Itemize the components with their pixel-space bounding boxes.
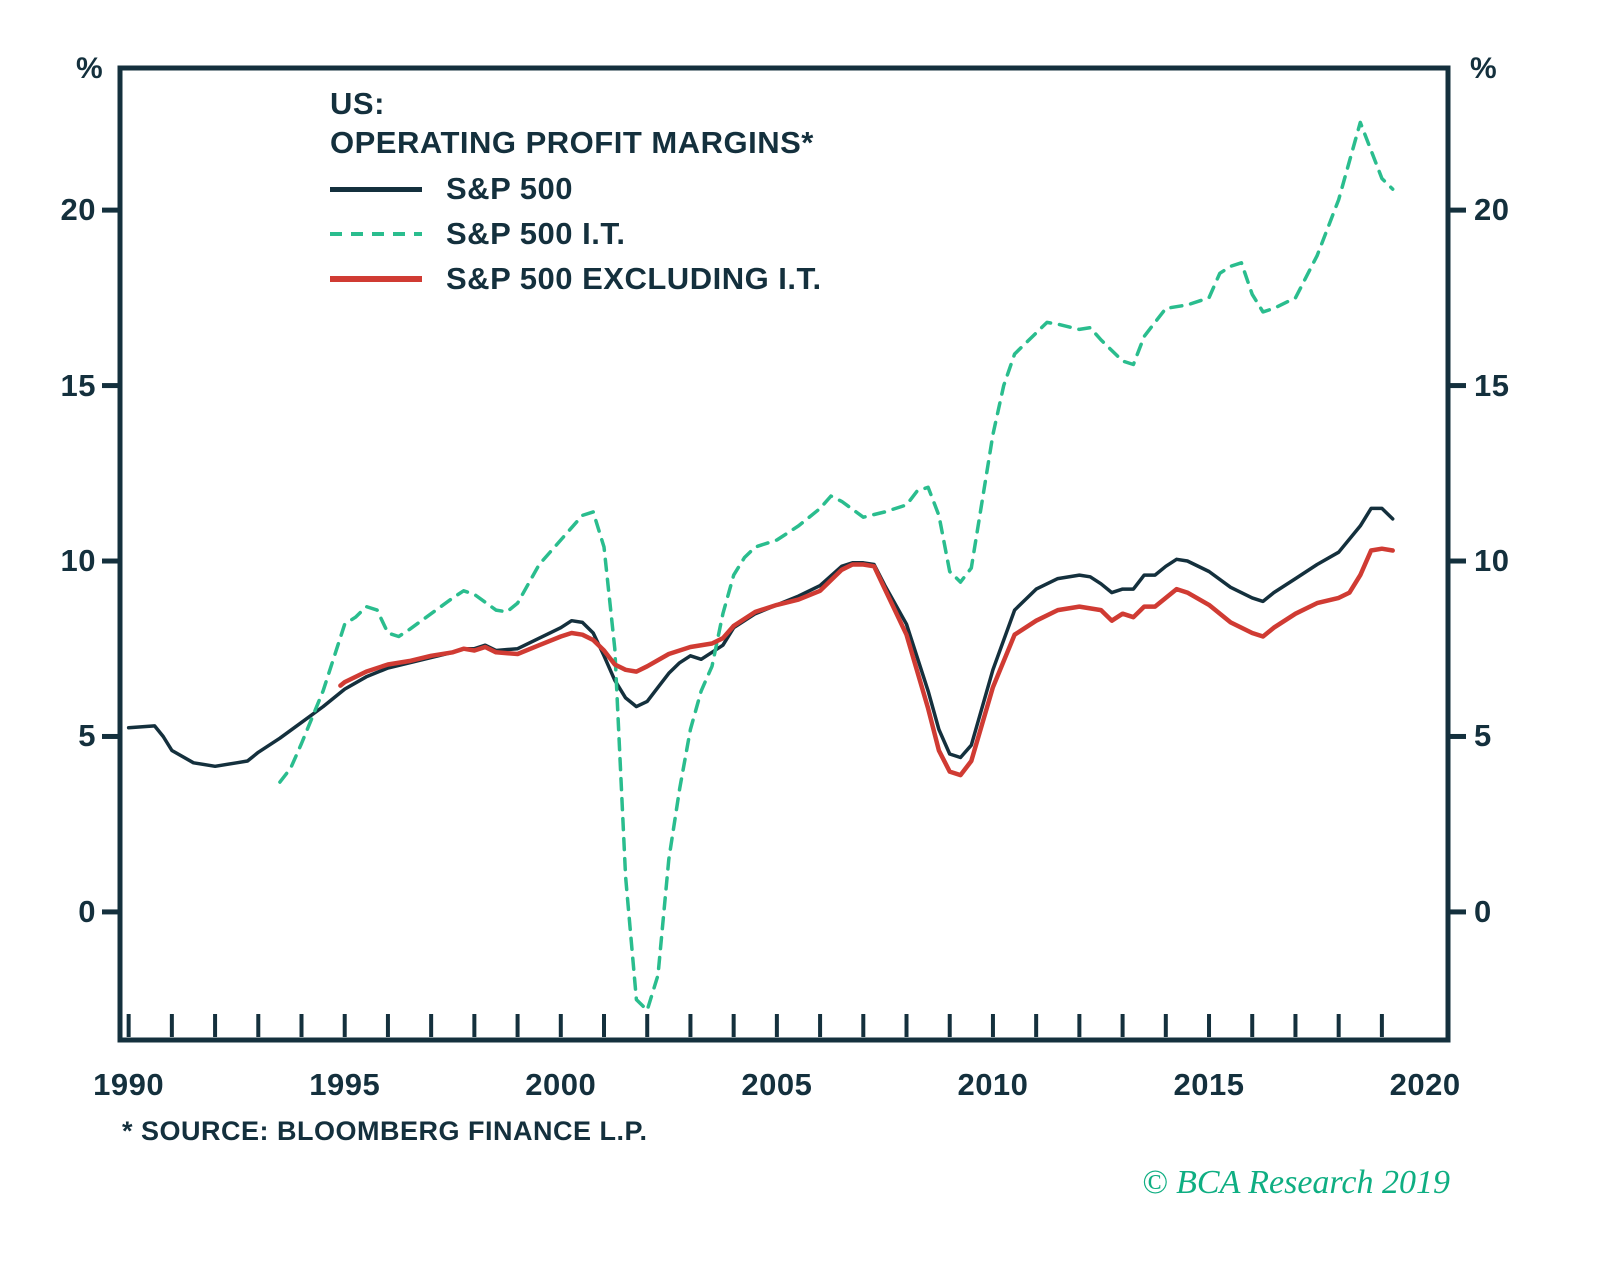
plot-frame (117, 65, 1451, 1043)
series-line-sp500-it (278, 120, 1395, 1012)
series-line-sp500-ex-it (338, 546, 1395, 778)
